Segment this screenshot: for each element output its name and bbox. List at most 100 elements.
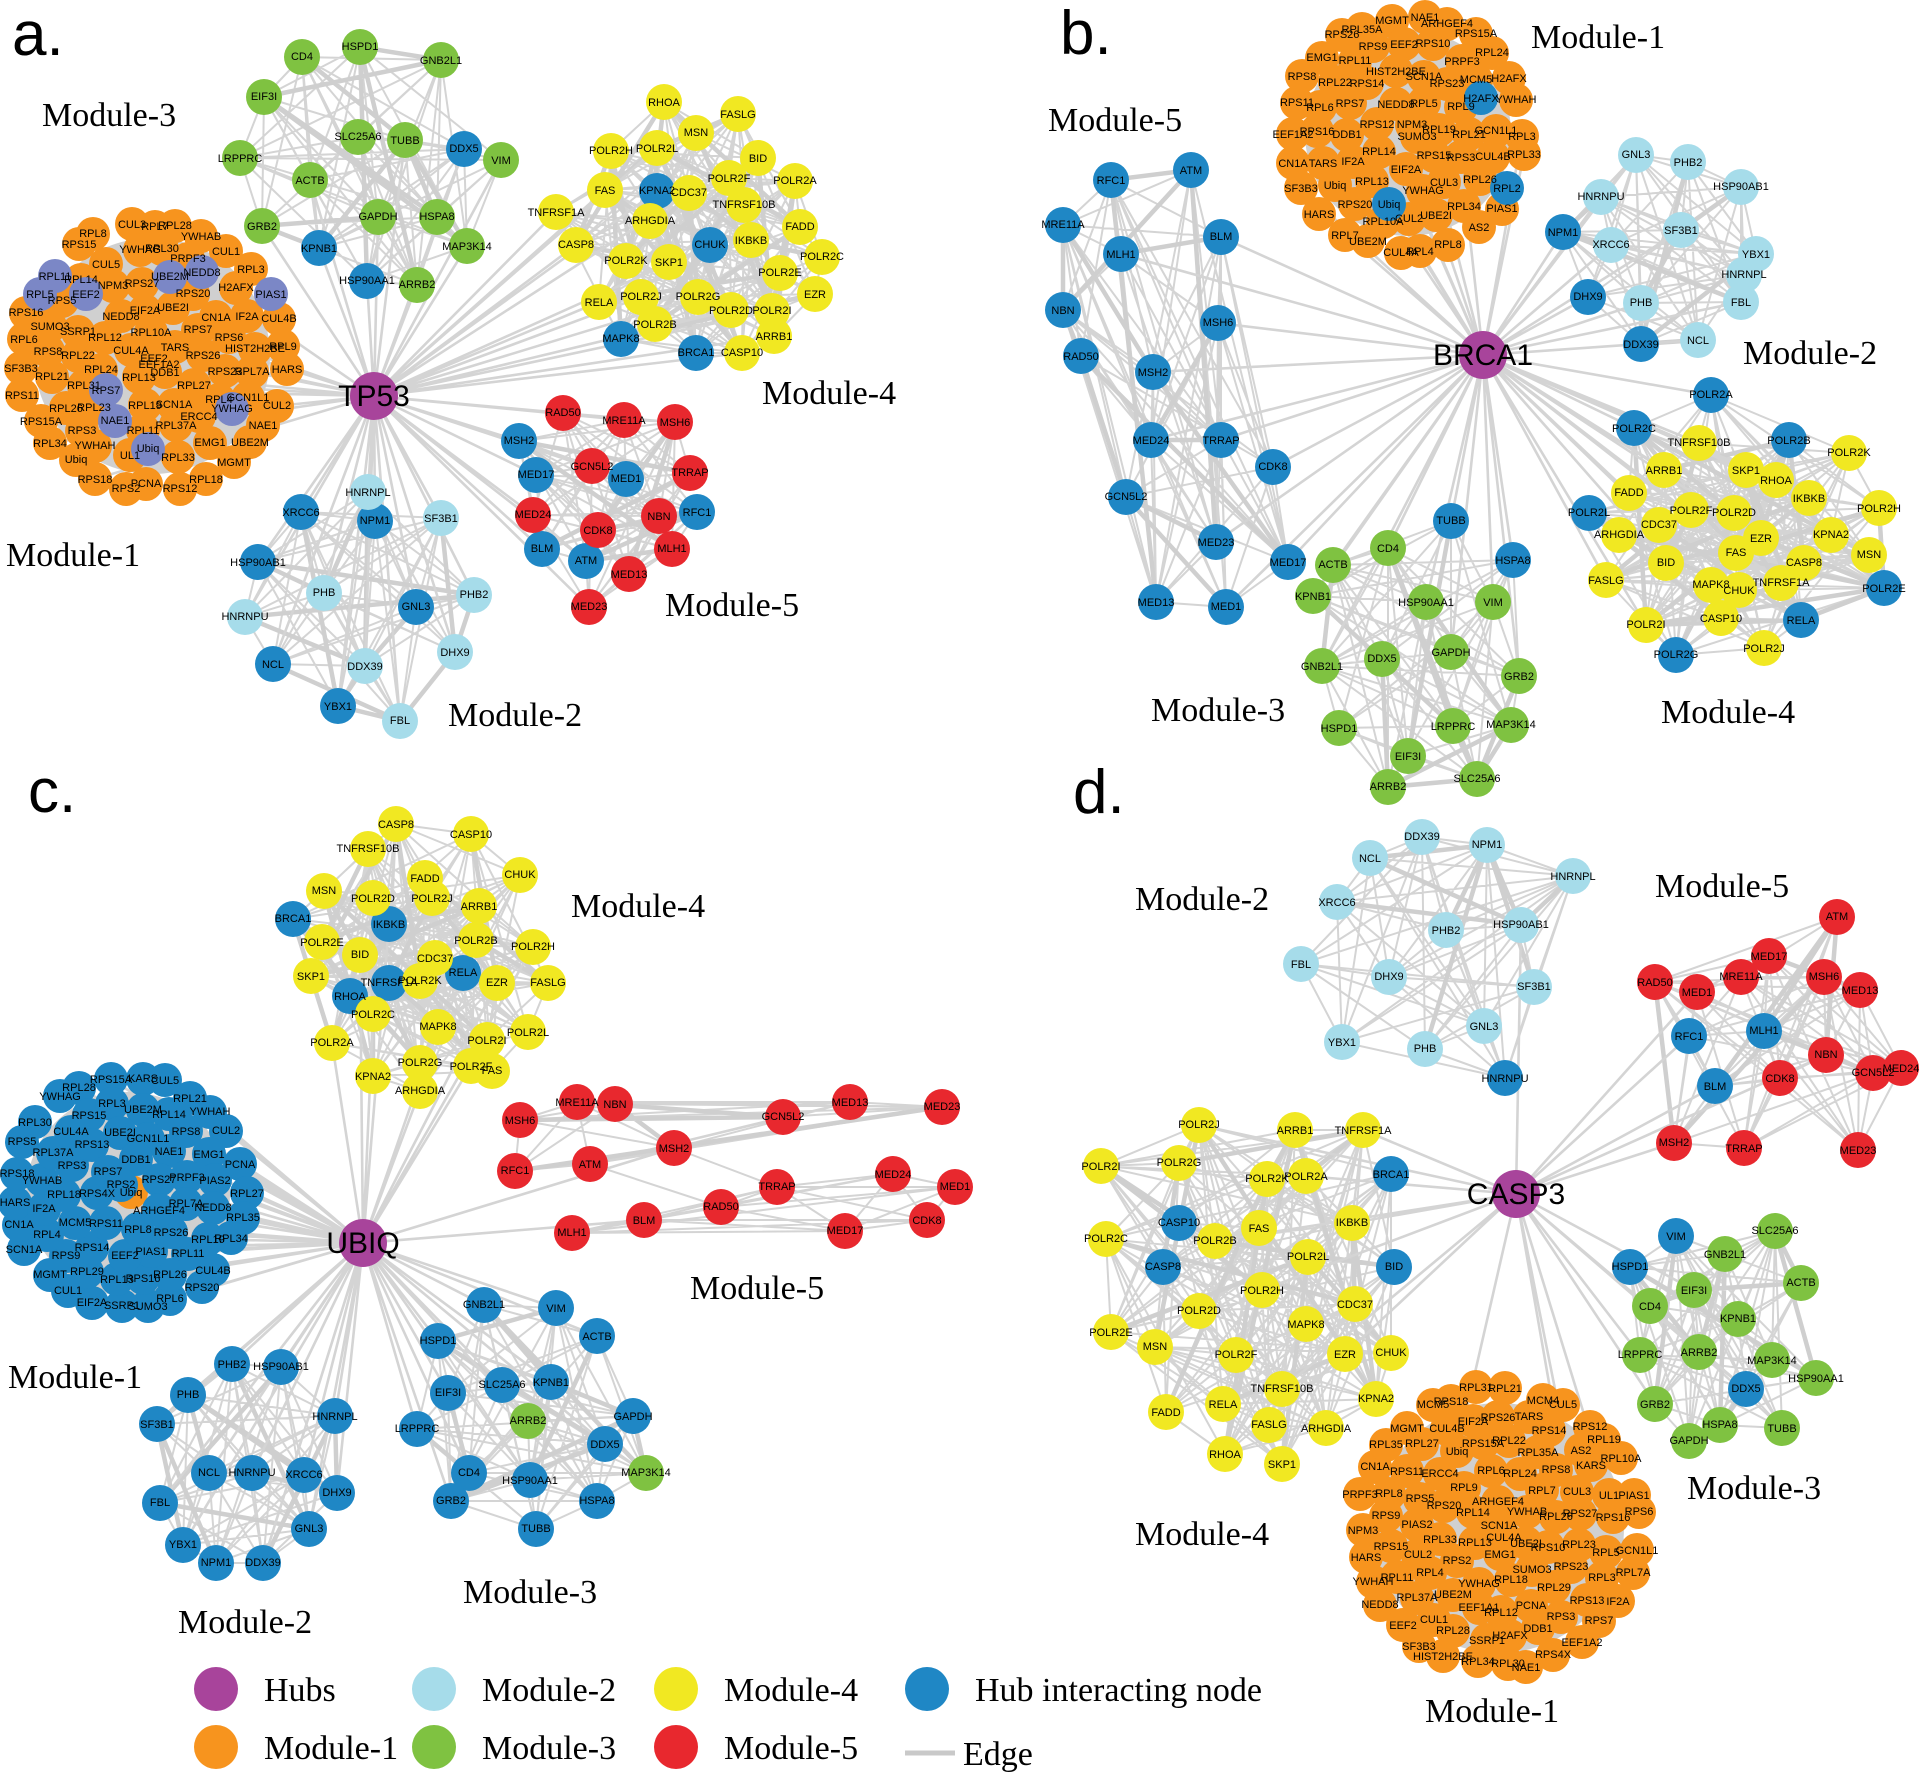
svg-text:HIST2H2BE: HIST2H2BE <box>1413 1651 1473 1663</box>
svg-text:ATM: ATM <box>1180 165 1202 177</box>
svg-text:GNL3: GNL3 <box>1622 149 1651 161</box>
svg-text:c.: c. <box>28 757 76 826</box>
svg-text:RPL26: RPL26 <box>1539 1511 1573 1523</box>
svg-text:POLR2B: POLR2B <box>1193 1235 1236 1247</box>
svg-text:RPS7: RPS7 <box>1585 1615 1614 1627</box>
svg-text:DHX9: DHX9 <box>1374 971 1403 983</box>
svg-text:CUL4B: CUL4B <box>1429 1423 1464 1435</box>
svg-text:TRRAP: TRRAP <box>671 467 708 479</box>
svg-text:TARS: TARS <box>1515 1411 1544 1423</box>
svg-text:SKP1: SKP1 <box>655 257 683 269</box>
svg-text:MED23: MED23 <box>571 601 608 613</box>
svg-text:CASP8: CASP8 <box>378 819 414 831</box>
svg-text:RPL18: RPL18 <box>189 474 223 486</box>
svg-text:EIF2A: EIF2A <box>130 305 161 317</box>
svg-text:ACTB: ACTB <box>582 1331 611 1343</box>
svg-text:MED24: MED24 <box>1883 1063 1920 1075</box>
svg-text:KPNA2: KPNA2 <box>1813 529 1849 541</box>
svg-text:FASLG: FASLG <box>720 109 755 121</box>
svg-text:Module-4: Module-4 <box>762 375 896 412</box>
svg-text:RPL14: RPL14 <box>1456 1507 1490 1519</box>
svg-text:NPM1: NPM1 <box>360 515 391 527</box>
svg-text:NEDD8: NEDD8 <box>194 1202 231 1214</box>
svg-text:RPL13: RPL13 <box>1458 1537 1492 1549</box>
svg-text:RPS16: RPS16 <box>1596 1512 1631 1524</box>
svg-text:RELA: RELA <box>585 297 614 309</box>
svg-text:POLR2F: POLR2F <box>1670 505 1713 517</box>
svg-text:RPS11: RPS11 <box>1390 1466 1424 1478</box>
svg-text:POLR2B: POLR2B <box>454 935 497 947</box>
svg-text:Module-2: Module-2 <box>448 697 582 734</box>
svg-text:RPS7: RPS7 <box>92 385 121 397</box>
svg-text:NEDD8: NEDD8 <box>102 311 139 323</box>
svg-text:POLR2A: POLR2A <box>1284 1171 1328 1183</box>
svg-text:POLR2H: POLR2H <box>511 941 555 953</box>
svg-text:CHUK: CHUK <box>694 239 726 251</box>
svg-text:RPS20: RPS20 <box>1338 199 1373 211</box>
svg-text:RELA: RELA <box>1787 615 1816 627</box>
svg-text:RPL6: RPL6 <box>1306 102 1334 114</box>
svg-text:RPL37A: RPL37A <box>156 420 198 432</box>
svg-text:PIAS1: PIAS1 <box>135 1246 166 1258</box>
svg-text:IF2A: IF2A <box>32 1203 56 1215</box>
svg-text:VIM: VIM <box>1483 597 1503 609</box>
svg-text:RPL4: RPL4 <box>1416 1567 1444 1579</box>
svg-text:RPL33: RPL33 <box>1423 1534 1457 1546</box>
svg-text:CUL4B: CUL4B <box>195 1265 230 1277</box>
svg-text:HSPA8: HSPA8 <box>419 211 454 223</box>
svg-text:MED1: MED1 <box>940 1181 971 1193</box>
svg-text:UBE2M: UBE2M <box>231 437 269 449</box>
svg-text:RPL11: RPL11 <box>1381 1572 1414 1584</box>
svg-text:CD4: CD4 <box>1377 543 1399 555</box>
svg-text:RPL3: RPL3 <box>1508 131 1536 143</box>
svg-text:MAPK8: MAPK8 <box>602 333 639 345</box>
svg-text:MCM4: MCM4 <box>1527 1395 1559 1407</box>
svg-text:RPL31: RPL31 <box>1459 1382 1493 1394</box>
svg-text:ACTB: ACTB <box>295 175 324 187</box>
svg-text:CASP10: CASP10 <box>1158 1217 1200 1229</box>
svg-text:EIF2A: EIF2A <box>77 1297 108 1309</box>
svg-text:SF3B3: SF3B3 <box>4 363 38 375</box>
svg-text:RPS27: RPS27 <box>125 278 160 290</box>
svg-text:NAE1: NAE1 <box>155 1146 184 1158</box>
svg-text:RPS5: RPS5 <box>8 1136 37 1148</box>
svg-text:EIF2A: EIF2A <box>1458 1416 1489 1428</box>
svg-text:RPL3: RPL3 <box>1588 1572 1616 1584</box>
svg-text:SLC25A6: SLC25A6 <box>1751 1225 1798 1237</box>
svg-text:GCN5L2: GCN5L2 <box>1852 1067 1895 1079</box>
svg-text:RPS13: RPS13 <box>75 1139 110 1151</box>
svg-text:Module-4: Module-4 <box>1135 1516 1269 1553</box>
svg-text:H2AFX: H2AFX <box>1492 1630 1528 1642</box>
svg-text:MSH2: MSH2 <box>1659 1137 1690 1149</box>
svg-text:RPS2: RPS2 <box>107 1179 136 1191</box>
svg-text:RPL6: RPL6 <box>156 1293 184 1305</box>
svg-text:HSP90AB1: HSP90AB1 <box>253 1361 309 1373</box>
svg-text:EZR: EZR <box>486 977 508 989</box>
svg-text:DDX5: DDX5 <box>1731 1383 1760 1395</box>
svg-text:KARS: KARS <box>1576 1460 1606 1472</box>
svg-text:DDX5: DDX5 <box>449 143 478 155</box>
svg-text:FADD: FADD <box>785 221 814 233</box>
svg-text:POLR2D: POLR2D <box>1712 507 1756 519</box>
svg-text:HNRNPL: HNRNPL <box>312 1411 357 1423</box>
svg-text:EEF2: EEF2 <box>72 289 100 301</box>
svg-text:NCL: NCL <box>1687 335 1709 347</box>
svg-text:TP53: TP53 <box>338 380 410 413</box>
svg-text:SSRP1: SSRP1 <box>1469 1635 1505 1647</box>
svg-text:Hubs: Hubs <box>264 1672 336 1709</box>
svg-text:NPM3: NPM3 <box>1397 119 1428 131</box>
svg-text:TNFRSF1A: TNFRSF1A <box>528 207 586 219</box>
svg-text:PRPF3: PRPF3 <box>1444 56 1479 68</box>
svg-text:CD4: CD4 <box>1639 1301 1661 1313</box>
svg-text:HNRNPU: HNRNPU <box>221 611 268 623</box>
svg-text:EEF1A2: EEF1A2 <box>139 359 180 371</box>
svg-text:RPL22: RPL22 <box>61 350 95 362</box>
svg-text:LRPPRC: LRPPRC <box>395 1423 440 1435</box>
svg-text:NCL: NCL <box>1359 853 1381 865</box>
svg-text:KPNA2: KPNA2 <box>355 1071 391 1083</box>
svg-text:RPL35: RPL35 <box>226 1212 260 1224</box>
svg-text:PIAS1: PIAS1 <box>1618 1490 1649 1502</box>
svg-text:RPS20: RPS20 <box>185 1282 220 1294</box>
svg-text:RPL4: RPL4 <box>205 394 233 406</box>
svg-text:H2AFX: H2AFX <box>218 282 254 294</box>
